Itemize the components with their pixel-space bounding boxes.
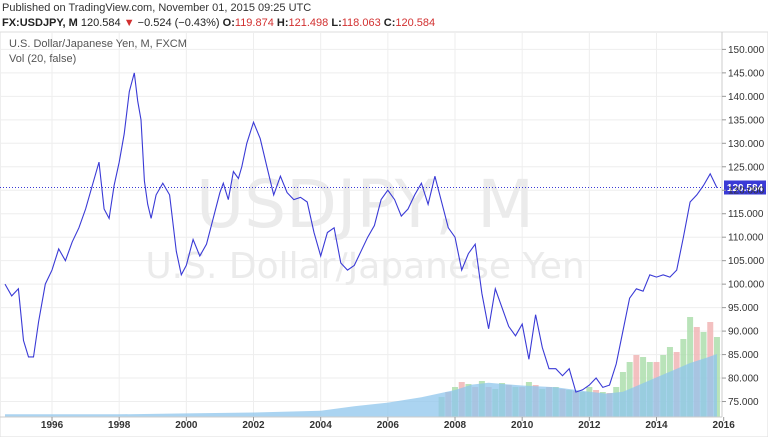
symbol-label: FX:USDJPY, M (2, 17, 78, 29)
x-tick-label: 1996 (41, 420, 64, 431)
y-tick-label: 80.000 (728, 374, 759, 385)
price-axis[interactable]: 75.000 80.000 85.000 90.000 95.000 100.000 105… (722, 45, 765, 408)
y-tick-label: 75.000 (728, 397, 759, 408)
y-tick-label: 100.000 (728, 280, 765, 291)
close-label: C: (383, 17, 396, 29)
x-tick-label: 2012 (578, 420, 601, 431)
down-arrow-icon: ▼ (123, 17, 135, 29)
volume-panel (5, 317, 720, 417)
grid (0, 32, 722, 417)
y-tick-label: 115.000 (728, 209, 764, 220)
y-tick-label: 90.000 (728, 327, 759, 338)
current-price-label-bg (724, 180, 766, 195)
chart-legend-title: U.S. Dollar/Japanese Yen, M, FXCM (9, 38, 187, 50)
x-tick-label: 2000 (175, 420, 198, 431)
time-axis[interactable]: 1996 1998 2000 2002 2004 2006 2008 2010 2012 2014… (41, 417, 735, 431)
y-tick-label: 125.000 (728, 162, 765, 173)
y-tick-label: 130.000 (728, 139, 765, 150)
y-tick-label: 135.000 (728, 115, 765, 126)
close-value: 120.584 (395, 17, 436, 29)
y-tick-label: 150.000 (728, 45, 765, 56)
low-value: 118.063 (341, 17, 381, 29)
current-price-label: 120.584 (727, 183, 764, 194)
price-series (4, 72, 718, 393)
indicator-legend: Vol (20, false) (9, 53, 76, 65)
open-value: 119.874 (234, 17, 274, 29)
x-tick-label: 2008 (444, 420, 467, 431)
x-tick-label: 1998 (108, 420, 131, 431)
watermark-name: U.S. Dollar/Japanese Yen (145, 246, 584, 287)
y-tick-label: 145.000 (728, 68, 765, 79)
low-label: L: (331, 17, 342, 29)
y-tick-label: 110.000 (728, 233, 764, 244)
x-tick-label: 2016 (713, 420, 736, 431)
published-text: Published on TradingView.com, November 0… (2, 2, 312, 14)
x-tick-label: 2004 (310, 420, 333, 431)
last-price: 120.584 (80, 17, 121, 29)
x-tick-label: 2014 (645, 420, 668, 431)
symbol-quote-bar: FX:USDJPY, M 120.584 ▼ −0.524 (−0.43%) O… (2, 17, 435, 29)
y-tick-label: 95.000 (728, 303, 759, 314)
price-line (4, 72, 718, 393)
watermark-symbol: USDJPY, M (196, 166, 534, 243)
x-tick-label: 2010 (511, 420, 534, 431)
x-tick-label: 2006 (377, 420, 400, 431)
y-tick-label: 85.000 (728, 350, 759, 361)
current-price-marker: 120.584 (0, 180, 766, 195)
high-value: 121.498 (288, 17, 329, 29)
open-label: O: (222, 17, 235, 29)
high-label: H: (276, 17, 289, 29)
volume-ma-area (5, 354, 717, 417)
y-tick-label: 140.000 (728, 92, 765, 103)
volume-bar (633, 355, 640, 417)
change-value: −0.524 (−0.43%) (137, 17, 220, 29)
y-tick-label: 120.000 (728, 186, 765, 197)
y-tick-label: 105.000 (728, 256, 765, 267)
x-tick-label: 2002 (242, 420, 265, 431)
